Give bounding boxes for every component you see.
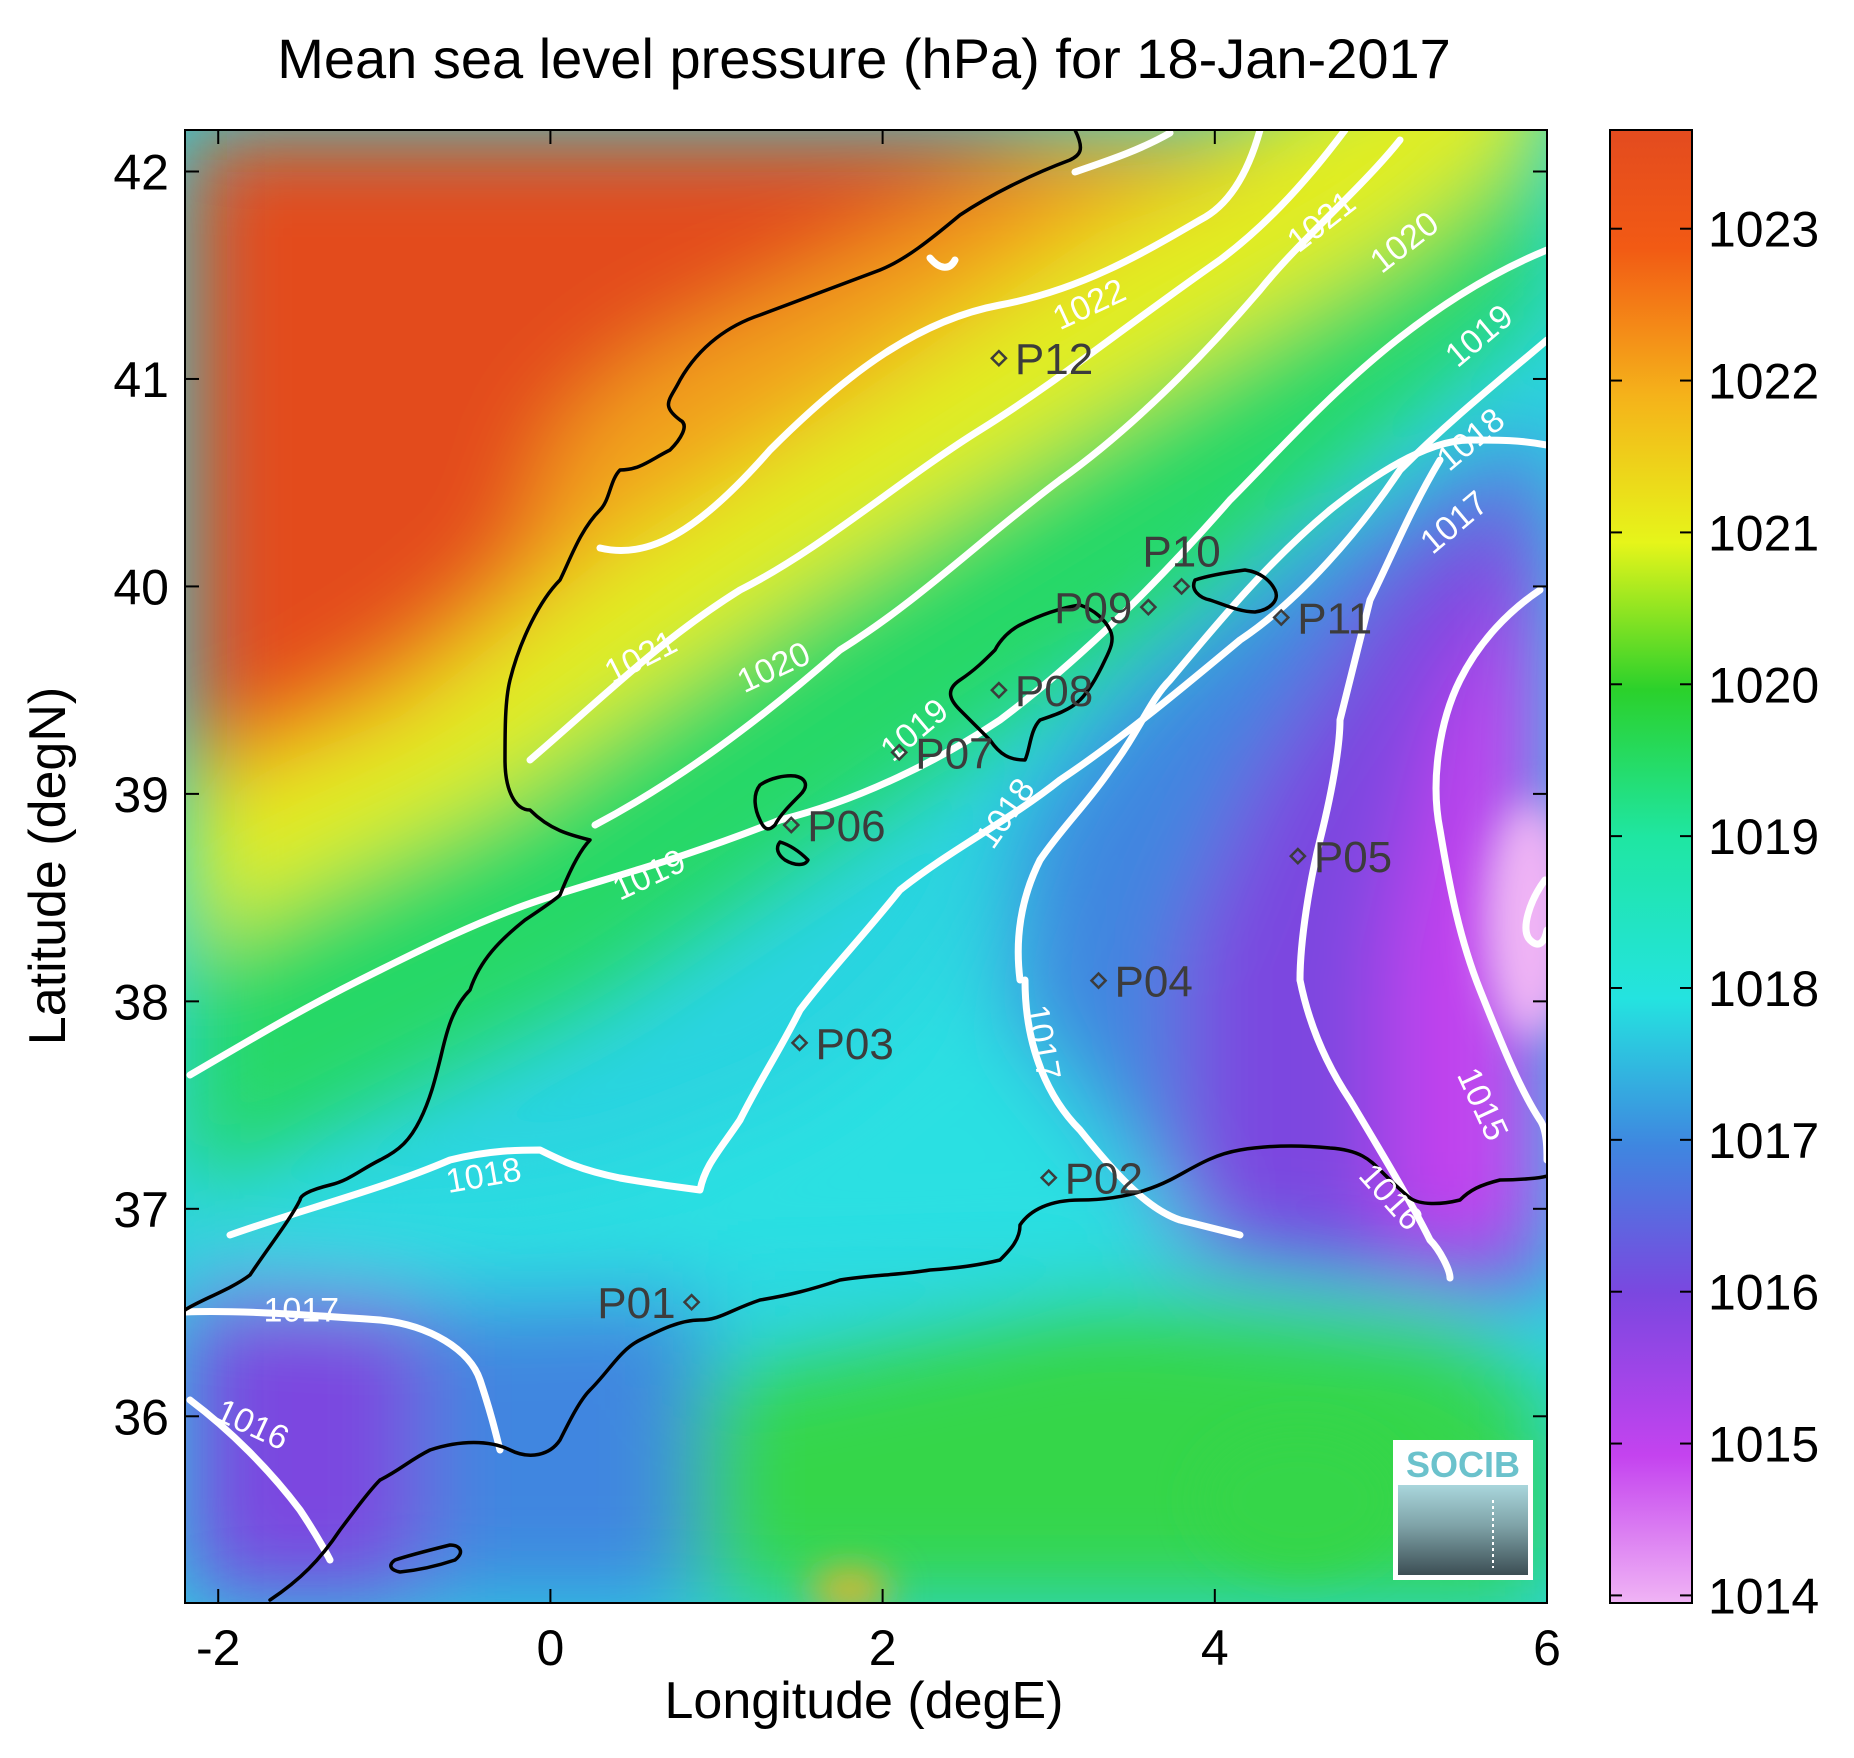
station-label: P11	[1297, 595, 1372, 644]
x-axis-label: Longitude (degE)	[665, 1672, 1064, 1730]
north-africa-coastline	[268, 1144, 1547, 1602]
colorbar: 1014 1015 1016 1017 1018 1019 1020 1021 1022 1023	[1609, 129, 1819, 1624]
station-diamond-icon	[1289, 847, 1307, 865]
station-p07: P07	[890, 729, 994, 778]
y-tick-label: 36	[113, 1389, 169, 1445]
station-p09: P09	[1054, 584, 1158, 633]
x-tick-label: 2	[869, 1620, 897, 1676]
x-tick-label: -2	[196, 1620, 240, 1676]
station-diamond-icon	[682, 1293, 701, 1312]
station-p12: P12	[990, 335, 1093, 384]
station-diamond-icon	[990, 681, 1008, 699]
station-label: P05	[1314, 833, 1392, 882]
colorbar-gradient	[1609, 129, 1693, 1604]
station-label: P06	[807, 802, 885, 851]
colorbar-tick-label: 1016	[1708, 1265, 1819, 1321]
station-label: P12	[1015, 335, 1093, 384]
x-tick-label: 4	[1201, 1620, 1229, 1676]
station-p11: P11	[1272, 595, 1372, 644]
station-label: P04	[1115, 958, 1193, 1007]
socib-logo: SOCIB	[1393, 1440, 1533, 1580]
station-label: P01	[597, 1279, 675, 1328]
station-p03: P03	[790, 1020, 894, 1069]
ibiza-coastline	[753, 774, 808, 831]
map-frame	[184, 129, 1548, 1604]
colorbar-tick-label: 1019	[1708, 809, 1819, 865]
y-tick-label: 39	[113, 767, 169, 823]
y-tick-label: 40	[113, 559, 169, 615]
colorbar-ticks: 1014 1015 1016 1017 1018 1019 1020 1021 1022 1023	[1610, 202, 1819, 1624]
isobar-label: 1017	[263, 1292, 339, 1330]
colorbar-tick-label: 1017	[1708, 1113, 1819, 1169]
mallorca-coastline	[948, 603, 1114, 762]
y-tick-label: 42	[113, 144, 169, 200]
x-tick-label: 6	[1533, 1620, 1561, 1676]
station-label: P08	[1015, 667, 1093, 716]
pressure-field	[185, 130, 1547, 1603]
colorbar-tick-label: 1022	[1708, 354, 1819, 410]
station-p04: P04	[1089, 958, 1193, 1007]
station-label: P09	[1054, 584, 1132, 633]
station-diamond-icon	[890, 743, 909, 762]
station-p08: P08	[990, 667, 1093, 716]
station-diamond-icon	[1139, 598, 1158, 617]
colorbar-tick-label: 1018	[1708, 961, 1819, 1017]
colorbar-tick-label: 1023	[1708, 202, 1819, 258]
x-axis-ticks: -2 0 2 4 6	[196, 130, 1561, 1676]
station-diamond-icon	[782, 816, 801, 834]
coastlines	[185, 130, 1547, 1602]
station-diamond-icon	[1039, 1168, 1058, 1187]
colorbar-tick-label: 1015	[1708, 1417, 1819, 1473]
y-tick-label: 38	[113, 974, 169, 1030]
colorbar-tick-label: 1020	[1708, 657, 1819, 713]
station-label: P02	[1065, 1155, 1143, 1204]
alboran-island	[389, 1543, 463, 1574]
x-tick-label: 0	[537, 1620, 565, 1676]
station-p01: P01	[597, 1279, 701, 1328]
station-label: P03	[816, 1020, 894, 1069]
station-p02: P02	[1039, 1155, 1143, 1204]
station-p06: P06	[782, 802, 886, 851]
station-diamond-icon	[790, 1034, 809, 1052]
colorbar-tick-label: 1014	[1708, 1568, 1819, 1624]
station-diamond-icon	[1089, 971, 1108, 990]
station-diamond-icon	[1272, 608, 1291, 627]
isobar-lines	[185, 130, 1547, 1564]
y-tick-label: 41	[113, 352, 169, 408]
iberia-coastline	[185, 130, 1083, 1312]
station-p10: P10	[1142, 527, 1221, 596]
station-label: P07	[915, 729, 993, 778]
y-tick-label: 37	[113, 1182, 169, 1238]
y-axis-ticks: 36 37 38 39 40 41 42	[113, 144, 1547, 1445]
station-diamond-icon	[990, 349, 1008, 368]
logo-text: SOCIB	[1406, 1444, 1520, 1485]
chart-title: Mean sea level pressure (hPa) for 18-Jan…	[277, 27, 1451, 90]
logo-panel	[1398, 1485, 1528, 1575]
menorca-coastline	[1192, 568, 1278, 614]
station-diamond-icon	[1172, 577, 1191, 596]
station-p05: P05	[1289, 833, 1392, 882]
formentera-coastline	[775, 840, 810, 867]
y-axis-label: Latitude (degN)	[19, 687, 77, 1045]
colorbar-tick-label: 1021	[1708, 505, 1819, 561]
station-label: P10	[1142, 527, 1220, 576]
